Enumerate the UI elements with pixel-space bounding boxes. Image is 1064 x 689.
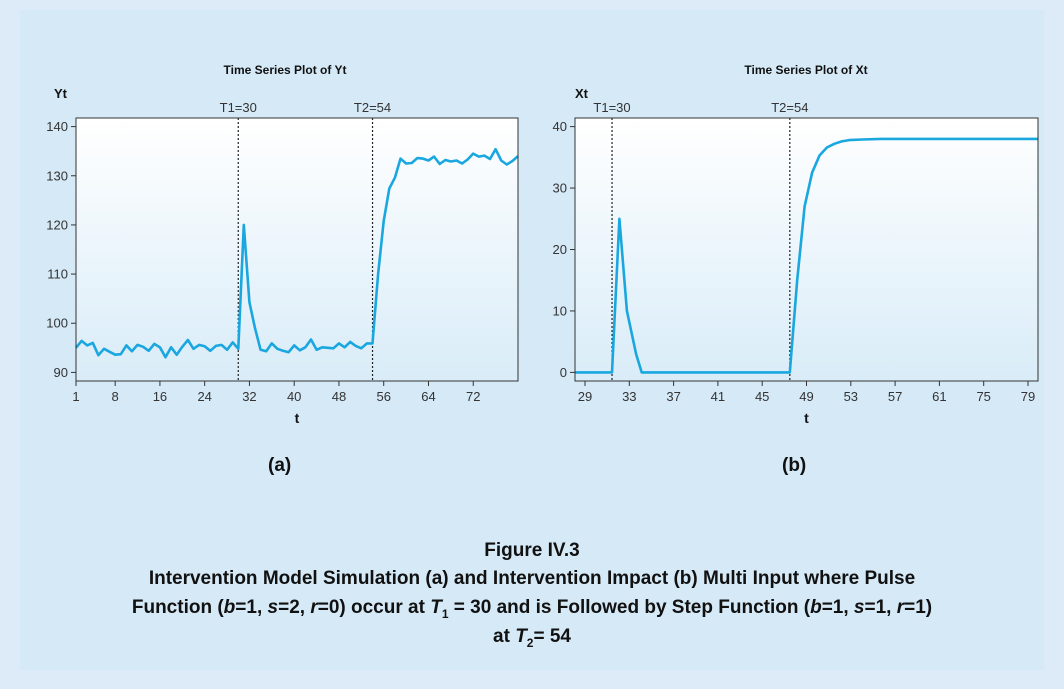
caption-line-1: Intervention Model Simulation (a) and In… xyxy=(148,568,916,589)
x-tick-label: 8 xyxy=(112,389,119,404)
x-tick-label: 61 xyxy=(932,389,946,404)
y-tick-label: 120 xyxy=(46,217,68,232)
caption-var-r: r xyxy=(310,597,318,618)
reference-line-label: T1=30 xyxy=(220,100,257,115)
chart-yt: 90 100 110 120 130 140 1 8 16 24 32 40 48 56 64 72 T1=30… xyxy=(46,63,519,426)
y-axis-label: Yt xyxy=(54,86,68,101)
x-tick-label: 29 xyxy=(578,389,592,404)
caption-line-3: at T2= 54 xyxy=(0,626,1064,650)
x-tick-label: 41 xyxy=(711,389,725,404)
caption-var-t2: T xyxy=(515,626,527,647)
chart-xt: 0 10 20 30 40 29 33 37 41 45 49 53 57 61 75 79 T1=30 T2=5… xyxy=(553,63,1039,426)
x-tick-label: 72 xyxy=(466,389,480,404)
plot-background xyxy=(76,118,518,381)
caption-text: at xyxy=(493,626,516,647)
y-tick-label: 130 xyxy=(46,168,68,183)
caption-text: =1, xyxy=(864,597,897,618)
x-tick-label: 1 xyxy=(72,389,79,404)
x-tick-label: 33 xyxy=(622,389,636,404)
y-tick-label: 10 xyxy=(553,303,567,318)
x-axis-label: t xyxy=(804,410,809,426)
chart-title: Time Series Plot of Yt xyxy=(224,63,347,77)
caption-text: =1, xyxy=(821,597,854,618)
x-tick-label: 49 xyxy=(799,389,813,404)
y-tick-label: 100 xyxy=(46,316,68,331)
x-tick-label: 32 xyxy=(242,389,256,404)
x-tick-label: 40 xyxy=(287,389,301,404)
caption-var-t1: T xyxy=(430,597,442,618)
caption-line-2: Function (b=1, s=2, r=0) occur at T1 = 3… xyxy=(0,597,1064,621)
caption-var-b: b xyxy=(810,597,822,618)
series-line xyxy=(74,147,519,359)
y-tick-label: 110 xyxy=(47,267,68,282)
caption-text: = 54 xyxy=(533,626,571,647)
x-tick-label: 56 xyxy=(376,389,390,404)
x-tick-label: 48 xyxy=(332,389,346,404)
x-tick-label: 16 xyxy=(153,389,167,404)
reference-line-label: T2=54 xyxy=(354,100,391,115)
x-tick-label: 45 xyxy=(755,389,769,404)
caption-var-s: s xyxy=(853,597,865,618)
y-tick-label: 0 xyxy=(560,365,567,380)
caption-text: Function ( xyxy=(131,597,224,618)
plot-frame xyxy=(75,117,519,382)
caption-text: = 30 and is Followed by Step Function ( xyxy=(448,597,811,618)
caption-var-b: b xyxy=(223,597,236,618)
y-tick-label: 140 xyxy=(46,119,68,134)
caption-sub-1: 1 xyxy=(441,606,449,621)
caption-var-r: r xyxy=(896,597,905,618)
panel-label-a: (a) xyxy=(268,455,292,476)
figure-number: Figure IV.3 xyxy=(484,540,580,561)
caption-sub-2: 2 xyxy=(526,635,534,650)
plot-background xyxy=(575,118,1038,381)
x-tick-label: 24 xyxy=(197,389,211,404)
x-tick-label: 79 xyxy=(1021,389,1035,404)
y-tick-label: 20 xyxy=(553,242,567,257)
y-tick-label: 30 xyxy=(553,181,567,196)
caption-text: =1, xyxy=(235,597,268,618)
caption-text: =0) occur at xyxy=(317,597,431,618)
x-tick-label: 75 xyxy=(976,389,990,404)
x-tick-label: 57 xyxy=(888,389,902,404)
caption-text: =2, xyxy=(278,597,311,618)
chart-title: Time Series Plot of Xt xyxy=(744,63,867,77)
y-tick-label: 40 xyxy=(553,119,567,134)
x-tick-label: 37 xyxy=(666,389,680,404)
panel-label-b: (b) xyxy=(782,455,807,476)
caption-var-s: s xyxy=(267,597,279,618)
y-axis-label: Xt xyxy=(575,86,589,101)
x-tick-label: 53 xyxy=(844,389,858,404)
caption-text: =1) xyxy=(904,597,933,618)
reference-line-label: T1=30 xyxy=(593,100,630,115)
y-tick-label: 90 xyxy=(54,365,68,380)
reference-line-label: T2=54 xyxy=(771,100,808,115)
series-line xyxy=(575,137,1038,374)
x-tick-label: 64 xyxy=(421,389,435,404)
x-axis-label: t xyxy=(295,410,300,426)
